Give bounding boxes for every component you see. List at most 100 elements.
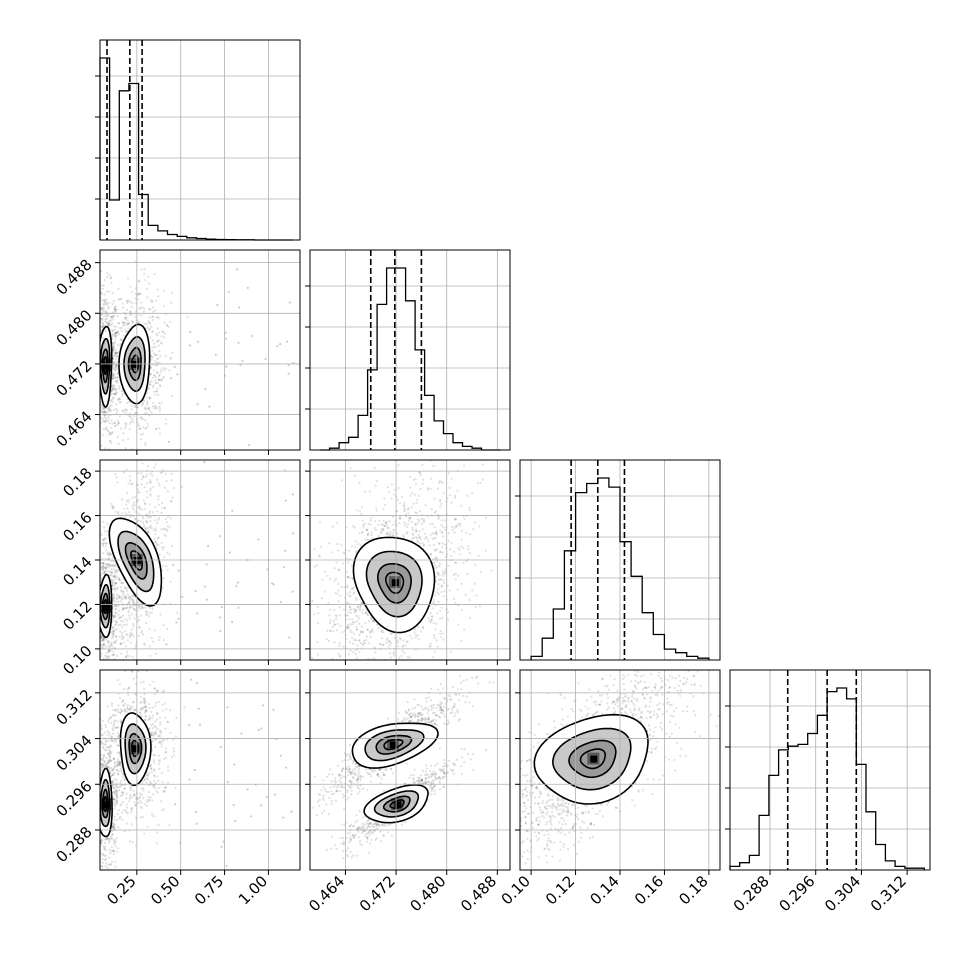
sample-point — [141, 306, 144, 309]
sample-point — [330, 551, 333, 554]
sample-point — [126, 606, 129, 609]
sample-point — [364, 642, 367, 645]
sample-point — [98, 630, 100, 632]
sample-point — [115, 476, 118, 479]
sample-point — [460, 538, 463, 541]
sample-point — [131, 595, 135, 598]
sample-point — [159, 371, 162, 374]
sample-point — [361, 630, 365, 633]
sample-point — [95, 353, 97, 355]
sample-point — [162, 624, 165, 627]
sample-point — [100, 313, 103, 316]
sample-point — [348, 557, 351, 561]
sample-point — [144, 406, 147, 409]
sample-point — [144, 427, 147, 430]
sample-point — [441, 542, 444, 545]
sample-point — [397, 464, 400, 467]
sample-point — [148, 516, 152, 519]
panel-background — [310, 250, 510, 450]
sample-point — [119, 401, 122, 404]
sample-point — [107, 301, 110, 304]
sample-point — [88, 583, 90, 585]
sample-point — [441, 482, 444, 485]
sample-point — [140, 404, 143, 407]
sample-point — [114, 310, 118, 313]
sample-point — [113, 421, 116, 424]
sample-point — [114, 473, 117, 476]
sample-point — [160, 341, 163, 344]
sample-point — [115, 639, 118, 642]
sample-point — [430, 618, 433, 622]
sample-point — [158, 339, 161, 342]
sample-point — [101, 309, 104, 312]
sample-point — [149, 526, 152, 529]
sample-point — [101, 319, 104, 322]
sample-point — [430, 618, 433, 621]
sample-point — [157, 402, 161, 405]
sample-point — [149, 373, 152, 376]
sample-point — [165, 324, 168, 327]
sample-point — [366, 614, 369, 617]
sample-point — [158, 379, 161, 382]
sample-point — [101, 542, 104, 546]
sample-point — [411, 526, 414, 529]
sample-point — [145, 613, 148, 617]
sample-point — [440, 584, 443, 587]
sample-point — [373, 657, 376, 660]
panel-frame — [99, 249, 301, 451]
sample-point — [440, 636, 443, 639]
sample-point — [148, 380, 151, 383]
sample-point — [95, 850, 97, 852]
sample-point — [111, 377, 114, 380]
sample-point — [393, 488, 396, 491]
sample-point — [154, 529, 158, 532]
sample-point — [164, 354, 167, 358]
sample-point — [479, 571, 482, 574]
sample-point — [112, 596, 116, 599]
sample-point — [143, 526, 146, 529]
sample-point — [98, 561, 100, 563]
sample-point — [329, 629, 332, 632]
sample-point — [306, 589, 308, 591]
sample-point — [154, 364, 158, 367]
sample-point — [181, 595, 184, 599]
sample-point — [137, 298, 140, 301]
sample-point — [140, 483, 143, 486]
sample-point — [328, 542, 331, 545]
sample-point — [421, 542, 424, 545]
sample-point — [149, 487, 152, 490]
sample-point — [108, 409, 111, 412]
sample-point — [110, 404, 113, 407]
sample-point — [152, 640, 155, 643]
sample-point — [100, 444, 103, 447]
sample-point — [162, 577, 166, 580]
sample-point — [116, 799, 119, 802]
sample-point — [95, 409, 97, 411]
sample-point — [130, 633, 133, 636]
sample-point — [388, 533, 391, 536]
sample-point — [346, 586, 349, 589]
sample-point — [431, 532, 434, 535]
sample-point — [115, 392, 118, 395]
sample-point — [106, 411, 109, 414]
sample-point — [93, 619, 95, 621]
sample-point — [107, 350, 110, 353]
sample-point — [138, 427, 142, 430]
sample-point — [100, 307, 103, 310]
sample-point — [126, 639, 129, 642]
sample-point — [138, 279, 141, 282]
sample-point — [332, 630, 335, 633]
sample-point — [362, 642, 365, 645]
sample-point — [131, 504, 134, 507]
sample-point — [161, 330, 164, 333]
sample-point — [141, 418, 144, 421]
sample-point — [102, 637, 105, 641]
sample-point — [149, 654, 152, 657]
sample-point — [387, 527, 390, 530]
sample-point — [412, 533, 415, 537]
sample-point — [122, 614, 125, 618]
sample-point — [97, 520, 99, 522]
sample-point — [160, 541, 163, 544]
sample-point — [228, 551, 231, 554]
sample-point — [152, 486, 155, 489]
